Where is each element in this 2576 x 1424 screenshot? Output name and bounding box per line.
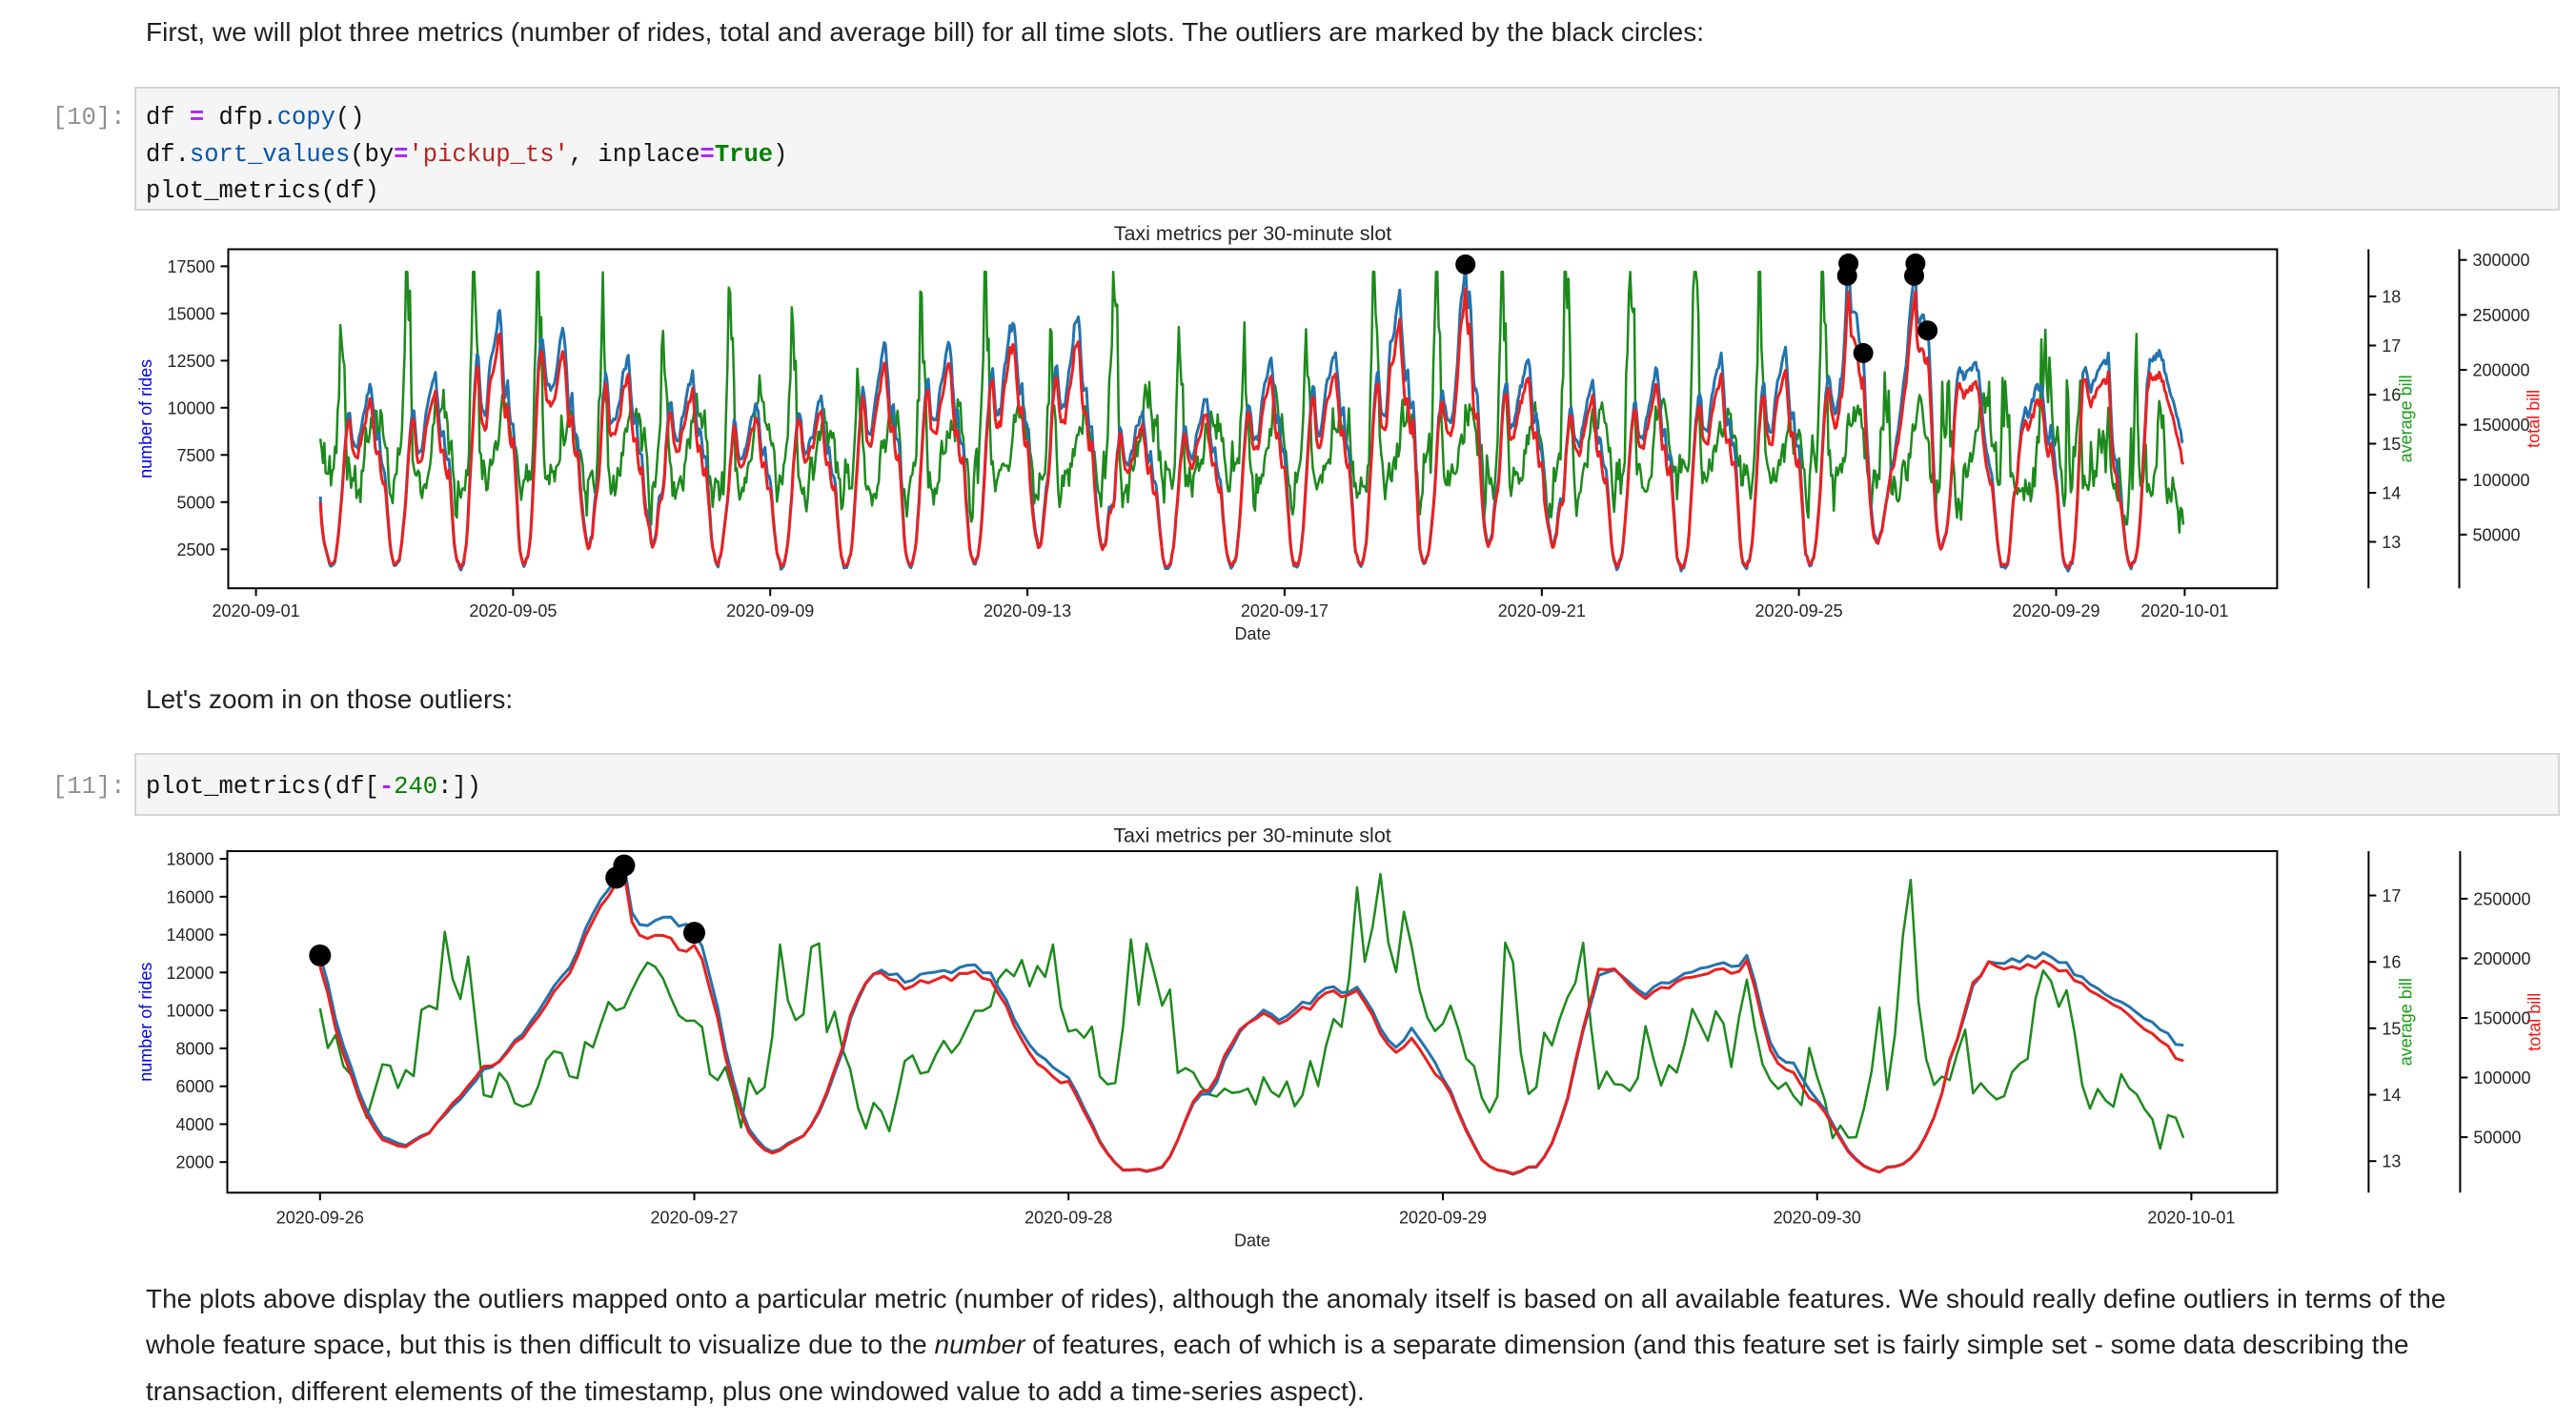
svg-text:16: 16 bbox=[2382, 386, 2401, 405]
svg-text:10000: 10000 bbox=[166, 1002, 213, 1021]
svg-text:50000: 50000 bbox=[2473, 525, 2521, 544]
svg-text:average bill: average bill bbox=[2396, 978, 2415, 1066]
svg-text:Date: Date bbox=[1234, 1231, 1270, 1251]
svg-text:250000: 250000 bbox=[2473, 889, 2530, 908]
svg-text:18000: 18000 bbox=[166, 850, 213, 869]
svg-text:17500: 17500 bbox=[167, 257, 214, 276]
svg-text:2000: 2000 bbox=[175, 1153, 213, 1172]
svg-text:2500: 2500 bbox=[176, 540, 214, 559]
svg-text:12000: 12000 bbox=[166, 964, 213, 983]
svg-text:total bill: total bill bbox=[2525, 390, 2544, 448]
svg-text:2020-09-09: 2020-09-09 bbox=[726, 601, 814, 620]
svg-text:18: 18 bbox=[2382, 288, 2401, 307]
svg-text:Taxi metrics per 30-minute slo: Taxi metrics per 30-minute slot bbox=[1113, 824, 1391, 847]
svg-text:2020-09-28: 2020-09-28 bbox=[1024, 1209, 1112, 1228]
svg-text:2020-09-27: 2020-09-27 bbox=[650, 1209, 738, 1228]
svg-text:number of rides: number of rides bbox=[136, 359, 155, 478]
svg-text:12500: 12500 bbox=[167, 352, 214, 371]
svg-text:total bill: total bill bbox=[2525, 993, 2544, 1051]
svg-text:2020-09-29: 2020-09-29 bbox=[2012, 601, 2099, 620]
svg-text:17: 17 bbox=[2382, 336, 2401, 356]
svg-text:50000: 50000 bbox=[2473, 1129, 2521, 1148]
svg-text:10000: 10000 bbox=[167, 398, 214, 417]
svg-text:2020-09-26: 2020-09-26 bbox=[276, 1209, 364, 1228]
svg-text:2020-09-13: 2020-09-13 bbox=[984, 601, 1071, 620]
svg-text:2020-09-25: 2020-09-25 bbox=[1755, 601, 1843, 620]
svg-text:14: 14 bbox=[2382, 1086, 2401, 1105]
svg-text:4000: 4000 bbox=[175, 1115, 213, 1134]
svg-text:average bill: average bill bbox=[2396, 375, 2415, 462]
svg-text:150000: 150000 bbox=[2473, 1009, 2530, 1028]
svg-text:15000: 15000 bbox=[167, 304, 214, 323]
svg-text:100000: 100000 bbox=[2473, 471, 2530, 490]
svg-text:6000: 6000 bbox=[175, 1077, 213, 1096]
svg-text:13: 13 bbox=[2382, 1152, 2401, 1171]
svg-text:number of rides: number of rides bbox=[136, 963, 155, 1082]
svg-text:Date: Date bbox=[1234, 624, 1270, 643]
svg-text:100000: 100000 bbox=[2473, 1068, 2530, 1088]
svg-text:5000: 5000 bbox=[176, 493, 214, 512]
svg-text:200000: 200000 bbox=[2473, 361, 2530, 380]
svg-text:300000: 300000 bbox=[2473, 251, 2530, 270]
svg-text:2020-09-01: 2020-09-01 bbox=[213, 601, 300, 620]
svg-text:16000: 16000 bbox=[166, 887, 213, 906]
svg-text:2020-09-17: 2020-09-17 bbox=[1241, 601, 1329, 620]
svg-text:7500: 7500 bbox=[176, 446, 214, 465]
svg-text:14000: 14000 bbox=[166, 926, 213, 945]
svg-text:14: 14 bbox=[2382, 484, 2401, 503]
svg-text:15: 15 bbox=[2382, 1019, 2401, 1038]
svg-text:15: 15 bbox=[2382, 435, 2401, 454]
svg-text:Taxi metrics per 30-minute slo: Taxi metrics per 30-minute slot bbox=[1114, 222, 1392, 245]
svg-text:8000: 8000 bbox=[175, 1039, 213, 1058]
svg-text:2020-09-29: 2020-09-29 bbox=[1399, 1209, 1487, 1228]
svg-text:17: 17 bbox=[2382, 886, 2401, 905]
svg-text:2020-09-05: 2020-09-05 bbox=[469, 601, 557, 620]
svg-text:13: 13 bbox=[2382, 533, 2401, 552]
svg-text:200000: 200000 bbox=[2473, 949, 2530, 968]
svg-text:16: 16 bbox=[2382, 953, 2401, 972]
svg-text:2020-09-30: 2020-09-30 bbox=[1774, 1209, 1861, 1228]
svg-text:2020-10-01: 2020-10-01 bbox=[2147, 1209, 2235, 1228]
svg-text:2020-10-01: 2020-10-01 bbox=[2140, 601, 2228, 620]
svg-text:2020-09-21: 2020-09-21 bbox=[1498, 601, 1586, 620]
svg-text:150000: 150000 bbox=[2473, 416, 2530, 435]
svg-text:250000: 250000 bbox=[2473, 306, 2530, 325]
